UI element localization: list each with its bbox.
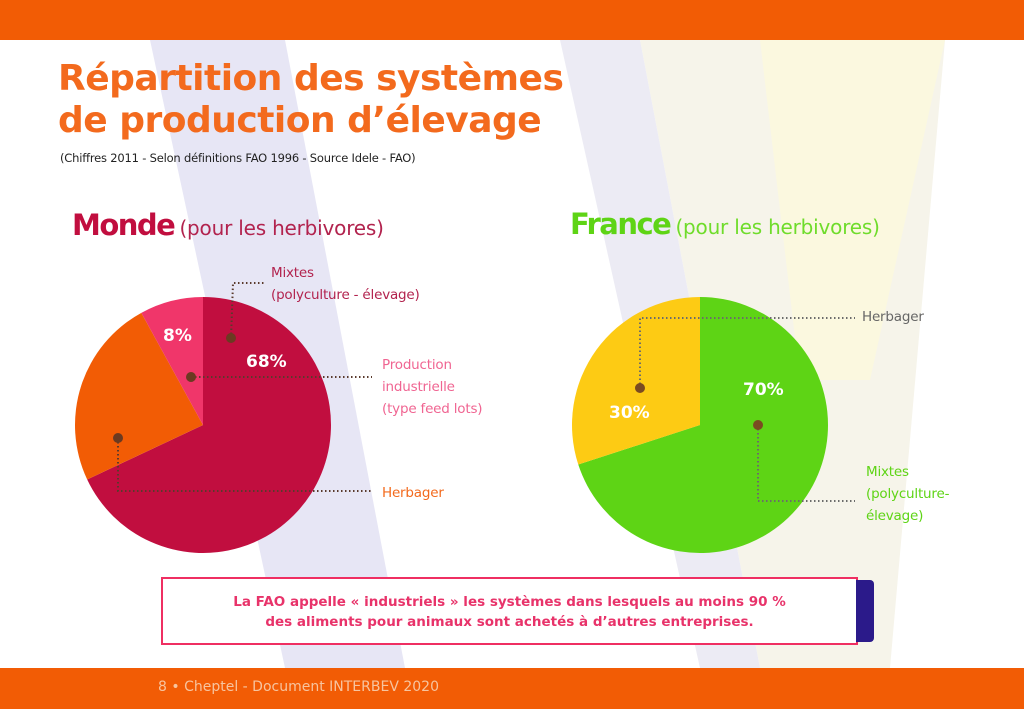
monde-label-herbager: Herbager — [382, 482, 444, 504]
monde-title: Monde — [72, 208, 176, 242]
label-line: (polyculture - élevage) — [271, 287, 420, 303]
bottom-banner — [0, 668, 1024, 709]
france-slice-1 — [572, 297, 700, 465]
france-slice-0 — [578, 297, 829, 553]
source-note: (Chiffres 2011 - Selon définitions FAO 1… — [60, 151, 416, 165]
fao-definition-box: La FAO appelle « industriels » les systè… — [161, 577, 858, 645]
callout-line-2: des aliments pour animaux sont achetés à… — [265, 614, 754, 630]
label-line: (type feed lots) — [382, 401, 483, 417]
monde-chart-title: Monde (pour les herbivores) — [72, 208, 384, 242]
monde-label-mixtes: Mixtes (polyculture - élevage) — [271, 262, 420, 306]
monde-slice-0 — [87, 297, 332, 553]
label-line: (polyculture- — [866, 486, 950, 502]
france-label-herbager: Herbager — [862, 306, 924, 328]
monde-leader-dot — [226, 333, 236, 343]
monde-leader-dot — [186, 372, 196, 382]
label-line: Herbager — [382, 485, 444, 501]
france-leader-dot — [753, 420, 763, 430]
page-footer: 8 • Cheptel - Document INTERBEV 2020 — [158, 679, 439, 695]
label-line: Herbager — [862, 309, 924, 325]
callout-line-1: La FAO appelle « industriels » les systè… — [233, 594, 786, 610]
page-title: Répartition des systèmes de production d… — [58, 58, 564, 142]
france-leader-mixtes — [757, 425, 855, 502]
france-title: France — [570, 207, 672, 241]
monde-leader-dot — [113, 433, 123, 443]
top-banner — [0, 0, 1024, 40]
monde-slice-2 — [141, 297, 203, 425]
title-line-1: Répartition des systèmes — [58, 58, 564, 99]
france-leader-herbager — [639, 317, 855, 388]
monde-subtitle: (pour les herbivores) — [179, 216, 384, 240]
france-subtitle: (pour les herbivores) — [675, 215, 880, 239]
monde-pie — [75, 297, 332, 553]
monde-leader-herbager — [117, 438, 373, 492]
monde-slice-1 — [75, 312, 203, 480]
callout-tab — [856, 580, 874, 642]
label-line: industrielle — [382, 379, 455, 395]
monde-leader-mixtes — [230, 282, 265, 339]
monde-value-mixtes: 68% — [246, 352, 287, 372]
monde-value-industrielle: 8% — [163, 326, 192, 346]
france-value-herbager: 30% — [609, 403, 650, 423]
france-value-mixtes: 70% — [743, 380, 784, 400]
monde-label-industrielle: Production industrielle (type feed lots) — [382, 354, 483, 420]
label-line: Mixtes — [866, 464, 909, 480]
label-line: Production — [382, 357, 452, 373]
france-pie — [572, 297, 829, 553]
france-chart-title: France (pour les herbivores) — [570, 207, 880, 241]
title-line-2: de production d’élevage — [58, 100, 542, 141]
france-label-mixtes: Mixtes (polyculture- élevage) — [866, 461, 949, 527]
label-line: élevage) — [866, 508, 924, 524]
label-line: Mixtes — [271, 265, 314, 281]
france-leader-dot — [635, 383, 645, 393]
